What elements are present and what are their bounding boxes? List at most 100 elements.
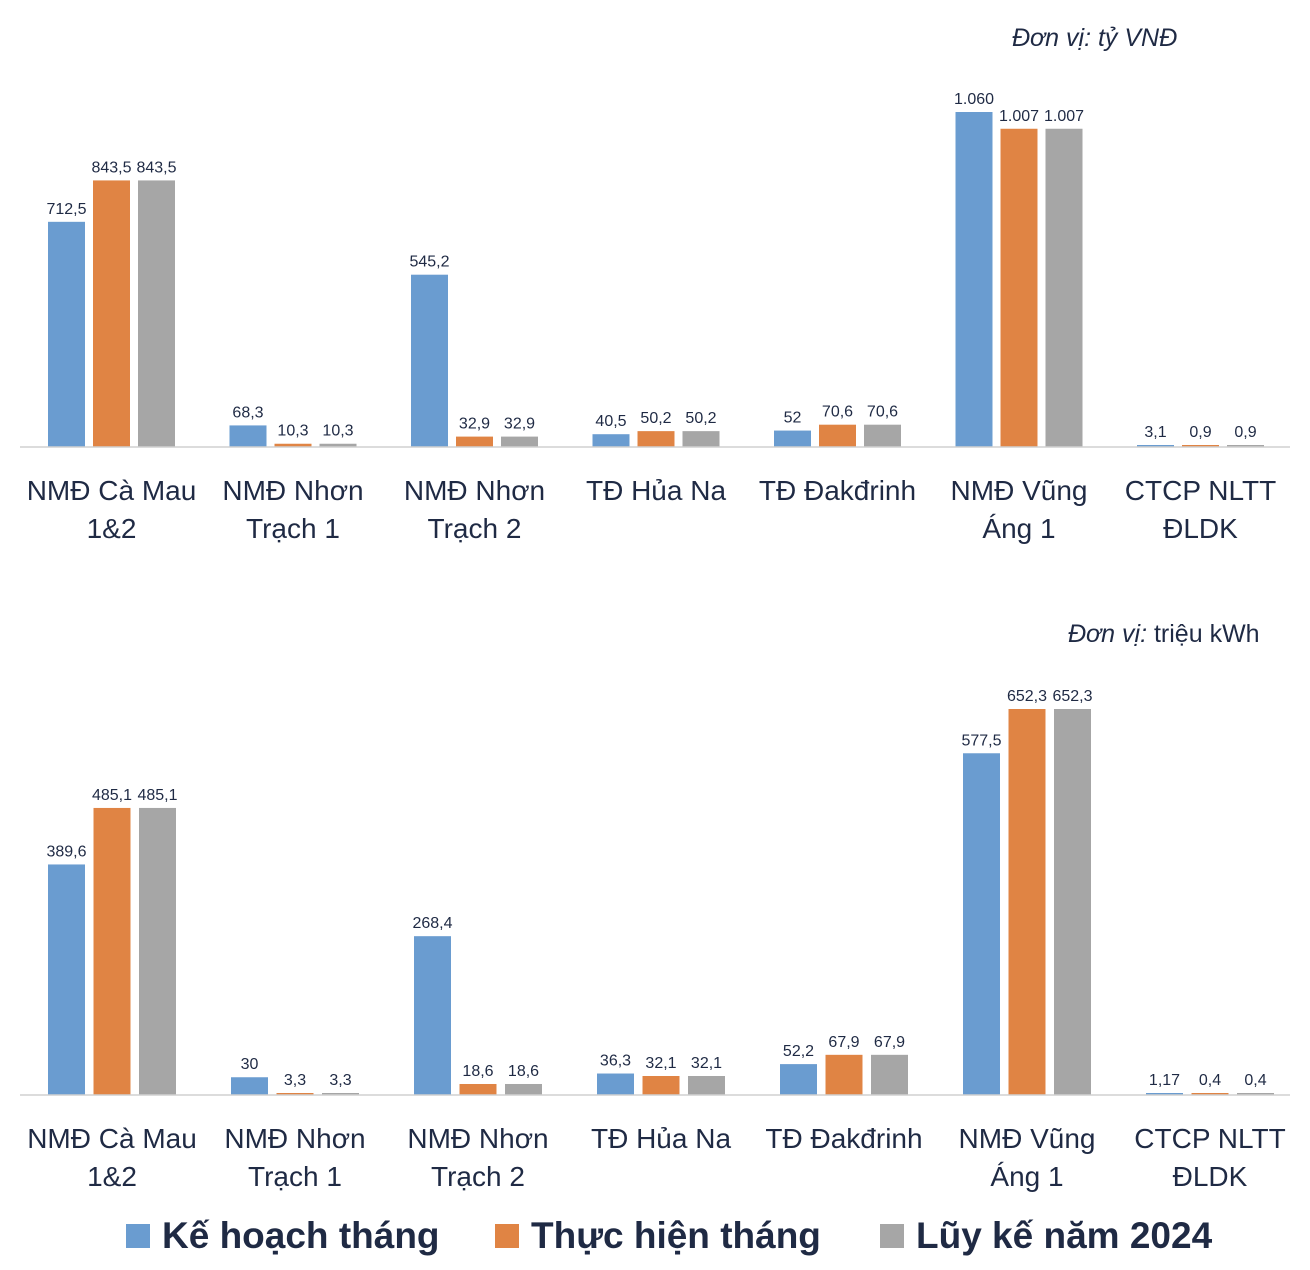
bar-plan-5 xyxy=(963,753,1000,1095)
data-label-plan-6: 3,1 xyxy=(1144,424,1166,441)
category-label-3: TĐ Hủa Na xyxy=(586,475,726,506)
category-label-4: TĐ Đakđrinh xyxy=(759,475,916,506)
data-label-actual-2: 18,6 xyxy=(462,1063,493,1080)
data-label-actual-2: 32,9 xyxy=(459,416,490,433)
chart-1: 712,5 68,3 545,2 40,5 52 1.060 3,1 843,5 10,3 32,… xyxy=(20,91,1290,544)
category-label-6: CTCP NLTT ĐLDK xyxy=(1134,1123,1285,1192)
bar-actual-2 xyxy=(456,436,493,447)
bar-cumulative-2 xyxy=(501,436,538,447)
bar-plan-4 xyxy=(774,430,811,447)
data-label-actual-1: 3,3 xyxy=(284,1072,306,1089)
legend-item-cumulative: Lũy kế năm 2024 xyxy=(880,1215,1212,1257)
bar-plan-2 xyxy=(414,936,451,1095)
category-label-2: NMĐ Nhơn Trạch 2 xyxy=(404,475,545,544)
chart-1-unit-value: tỷ VNĐ xyxy=(1097,24,1178,52)
data-label-cumulative-1: 3,3 xyxy=(329,1072,351,1089)
bar-cumulative-2 xyxy=(505,1083,542,1095)
bar-actual-5 xyxy=(1008,709,1046,1095)
bar-cumulative-6 xyxy=(1237,1093,1274,1095)
data-label-plan-0: 712,5 xyxy=(46,201,86,218)
bar-cumulative-4 xyxy=(864,424,901,447)
bar-cumulative-0 xyxy=(138,180,175,447)
bar-actual-1 xyxy=(276,1093,314,1095)
data-label-actual-6: 0,4 xyxy=(1199,1072,1221,1089)
data-label-plan-2: 545,2 xyxy=(409,254,449,271)
category-label-3: TĐ Hủa Na xyxy=(591,1123,731,1154)
data-label-cumulative-2: 32,9 xyxy=(504,416,535,433)
bar-cumulative-5 xyxy=(1054,709,1091,1095)
legend-label-actual: Thực hiện tháng xyxy=(531,1215,821,1256)
category-label-5: NMĐ Vũng Áng 1 xyxy=(959,1123,1096,1192)
data-label-actual-3: 50,2 xyxy=(640,410,671,427)
data-label-plan-1: 68,3 xyxy=(232,404,263,421)
category-label-0: NMĐ Cà Mau 1&2 xyxy=(27,1123,197,1192)
bar-cumulative-6 xyxy=(1227,445,1264,447)
bar-actual-4 xyxy=(819,424,856,447)
legend-swatch-plan xyxy=(126,1224,150,1248)
category-label-6: CTCP NLTT ĐLDK xyxy=(1125,475,1276,544)
data-label-actual-1: 10,3 xyxy=(277,423,308,440)
category-label-5: NMĐ Vũng Áng 1 xyxy=(951,475,1088,544)
bar-plan-5 xyxy=(955,112,993,447)
bar-plan-1 xyxy=(229,425,267,447)
bar-plan-0 xyxy=(48,221,85,447)
bar-cumulative-3 xyxy=(682,431,720,447)
bar-plan-1 xyxy=(231,1077,268,1095)
legend: Kế hoạch tháng Thực hiện tháng Lũy kế nă… xyxy=(0,1215,1310,1265)
data-label-plan-5: 577,5 xyxy=(961,732,1001,749)
data-label-actual-0: 843,5 xyxy=(91,159,131,176)
data-label-plan-4: 52 xyxy=(784,410,802,427)
data-label-actual-3: 32,1 xyxy=(645,1055,676,1072)
chart-2-unit-prefix: Đơn vị: xyxy=(1068,620,1148,648)
legend-swatch-cumulative xyxy=(880,1224,904,1248)
data-label-cumulative-6: 0,9 xyxy=(1234,424,1256,441)
data-label-cumulative-0: 485,1 xyxy=(137,787,177,804)
bar-cumulative-4 xyxy=(871,1054,908,1095)
data-label-cumulative-2: 18,6 xyxy=(508,1063,539,1080)
bar-plan-6 xyxy=(1146,1093,1183,1095)
bar-cumulative-1 xyxy=(322,1093,359,1095)
chart-2-unit-label: Đơn vị: triệu kWh xyxy=(1068,620,1260,649)
bar-actual-6 xyxy=(1191,1093,1229,1095)
category-label-4: TĐ Đakđrinh xyxy=(765,1123,922,1154)
bar-actual-0 xyxy=(93,807,131,1095)
data-label-cumulative-4: 70,6 xyxy=(867,404,898,421)
data-label-plan-0: 389,6 xyxy=(46,843,86,860)
data-label-cumulative-3: 50,2 xyxy=(685,410,716,427)
category-label-2: NMĐ Nhơn Trạch 2 xyxy=(407,1123,548,1192)
chart-1-unit-prefix: Đơn vị: xyxy=(1012,24,1092,52)
data-label-actual-6: 0,9 xyxy=(1189,424,1211,441)
data-label-actual-5: 652,3 xyxy=(1007,688,1047,705)
data-label-cumulative-5: 1.007 xyxy=(1044,108,1084,125)
category-label-1: NMĐ Nhơn Trạch 1 xyxy=(224,1123,365,1192)
data-label-plan-1: 30 xyxy=(241,1056,259,1073)
legend-swatch-actual xyxy=(495,1224,519,1248)
chart-2: 389,6 30 268,4 36,3 52,2 577,5 1,17 485,1 3,3 18,… xyxy=(20,688,1290,1192)
bar-cumulative-5 xyxy=(1045,128,1083,447)
data-label-actual-4: 67,9 xyxy=(828,1034,859,1051)
data-label-cumulative-6: 0,4 xyxy=(1244,1072,1266,1089)
category-label-0: NMĐ Cà Mau 1&2 xyxy=(27,475,197,544)
bar-actual-5 xyxy=(1000,128,1038,447)
legend-item-plan: Kế hoạch tháng xyxy=(126,1215,440,1257)
data-label-plan-5: 1.060 xyxy=(954,91,994,108)
data-label-plan-2: 268,4 xyxy=(412,915,452,932)
bar-actual-3 xyxy=(637,431,675,447)
legend-item-actual: Thực hiện tháng xyxy=(495,1215,821,1257)
category-label-1: NMĐ Nhơn Trạch 1 xyxy=(222,475,363,544)
data-label-cumulative-5: 652,3 xyxy=(1052,688,1092,705)
bar-actual-1 xyxy=(274,443,312,447)
data-label-cumulative-1: 10,3 xyxy=(322,423,353,440)
bar-actual-2 xyxy=(459,1083,497,1095)
bar-cumulative-1 xyxy=(319,443,357,447)
bar-plan-0 xyxy=(48,864,85,1095)
bar-actual-4 xyxy=(825,1054,863,1095)
data-label-plan-3: 36,3 xyxy=(600,1053,631,1070)
bar-plan-4 xyxy=(780,1064,817,1095)
bar-plan-2 xyxy=(411,274,448,447)
data-label-cumulative-3: 32,1 xyxy=(691,1055,722,1072)
bar-actual-3 xyxy=(642,1076,680,1095)
data-label-actual-0: 485,1 xyxy=(92,787,132,804)
bar-cumulative-3 xyxy=(688,1076,725,1095)
